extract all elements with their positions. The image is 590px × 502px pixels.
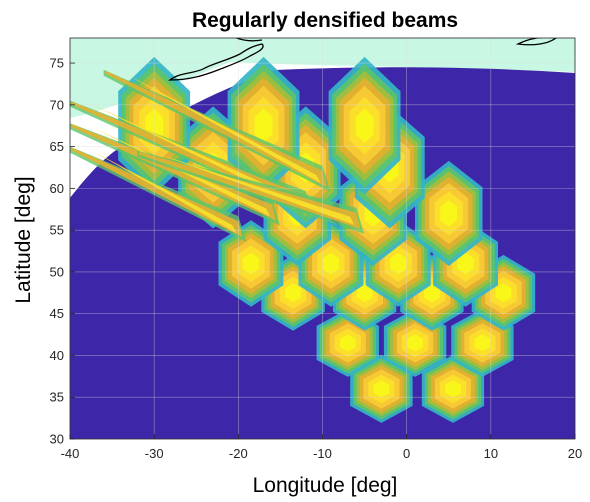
beam-0-0 [350,354,413,423]
grid-lines [70,38,575,439]
y-tick-label: 75 [50,56,64,71]
y-axis-label: Latitude [deg] [12,176,35,303]
beam-sliver-3 [70,146,247,243]
y-tick-label: 65 [50,139,64,154]
x-axis-label: Longitude [deg] [253,474,398,497]
beam-1-2 [451,308,514,377]
x-tick-label: 10 [484,446,498,461]
coastline-northwest [234,38,263,42]
beam-0-1 [421,354,485,423]
x-tick-label: -40 [61,446,80,461]
x-axis-ticks: -40 -30 -20 -10 0 10 20 [61,434,582,461]
chart-title: Regularly densified beams [192,9,458,32]
x-tick-label: 0 [403,446,410,461]
x-tick-label: -20 [229,446,248,461]
beam-sliver-2 [70,123,280,226]
y-tick-label: 45 [50,306,64,321]
beam-4-2 [415,160,483,266]
y-tick-label: 35 [50,390,64,405]
x-tick-label: -30 [145,446,164,461]
y-axis-ticks: 30 35 40 45 50 55 60 65 70 75 [50,56,75,447]
beam-sliver-4 [137,150,365,234]
y-tick-label: 55 [50,223,64,238]
y-tick-label: 50 [50,264,64,279]
beam-layer [118,56,536,423]
sea-outside-coverage [70,38,575,118]
y-tick-label: 30 [50,432,64,447]
beam-sliver-0 [103,69,331,193]
beam-3-0 [218,220,284,307]
plot-area [70,38,575,439]
beam-6-2 [328,56,401,195]
coastline-iceland [168,43,264,81]
x-tick-label: -10 [313,446,332,461]
coastline [168,38,558,81]
y-tick-label: 70 [50,97,64,112]
x-tick-label: 20 [568,446,582,461]
beam-sliver-layer [70,69,365,243]
y-tick-label: 40 [50,348,64,363]
y-tick-label: 60 [50,181,64,196]
coastline-northeast [515,38,558,46]
